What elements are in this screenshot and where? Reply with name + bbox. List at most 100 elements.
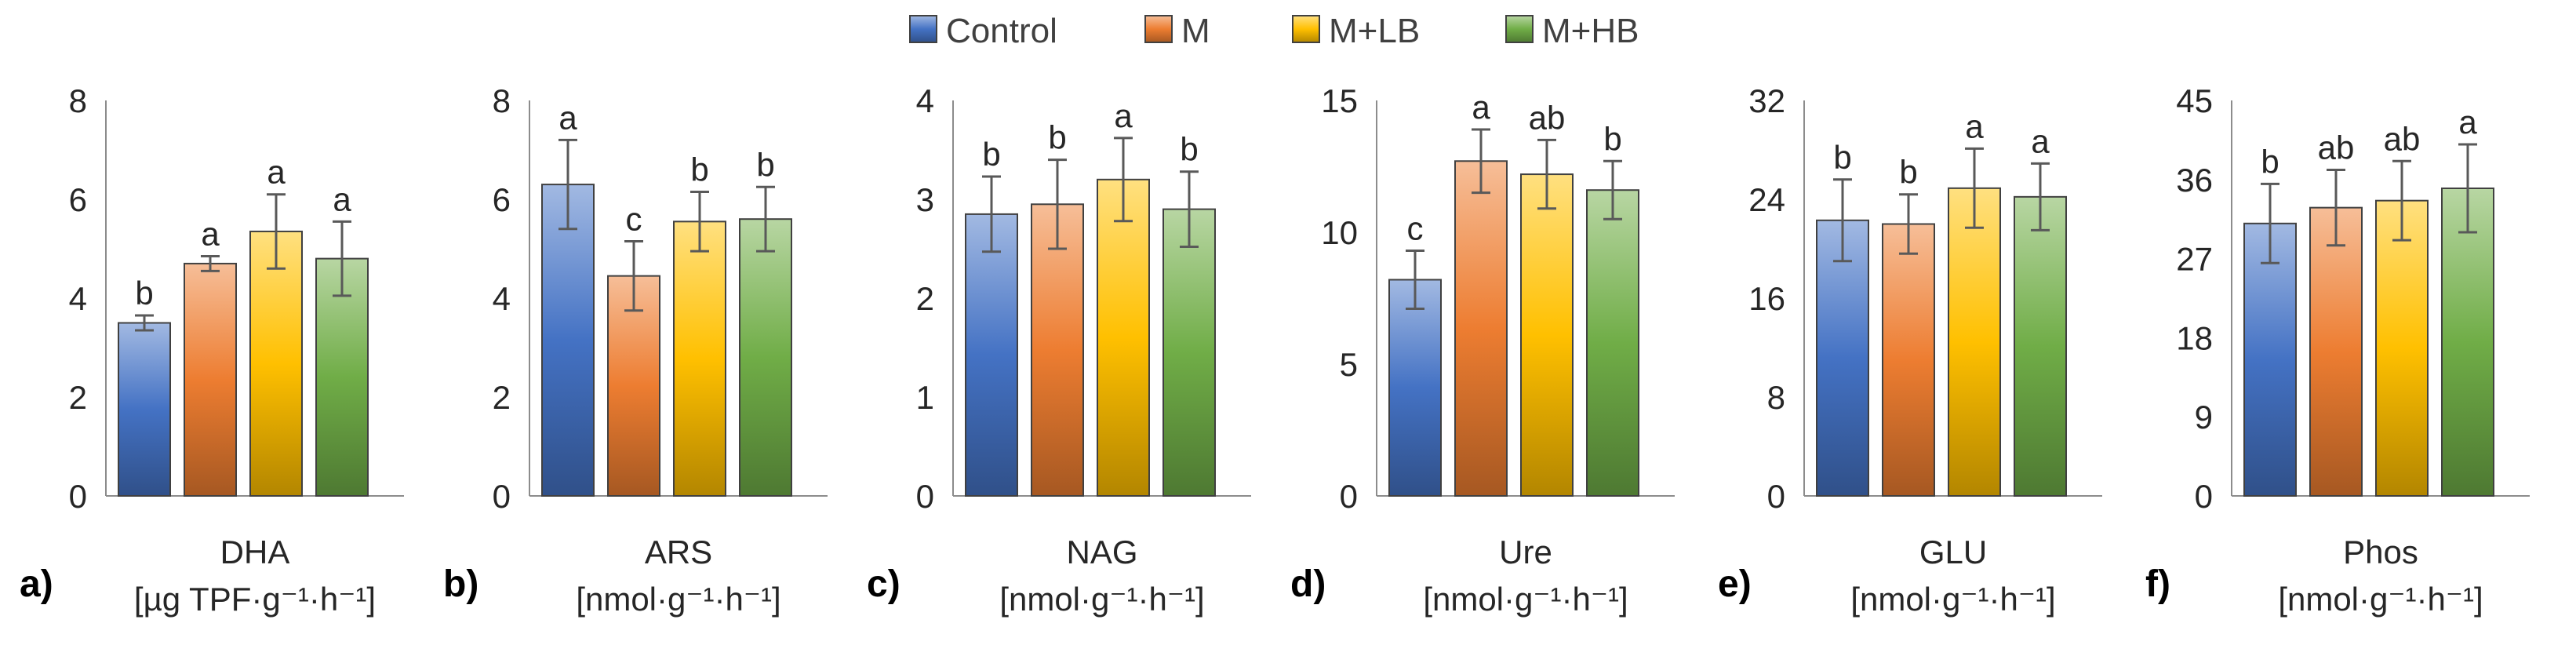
legend-label: Control [946,12,1057,50]
legend-swatch [1505,15,1534,43]
error-bar [1899,193,1918,255]
legend-swatch [1144,15,1173,43]
bar-m-plus-hb [2014,195,2067,497]
bar-control [965,213,1018,497]
x-axis-label: Ure [1499,534,1552,570]
chart-panel-phos: 0 9 18 27 36 45 b ab ab a Phos [nmol·g⁻¹·h⁻¹] f) [2145,82,2530,618]
significance-letter: a [201,215,220,252]
unit-label: [nmol·g⁻¹·h⁻¹] [1850,581,2055,618]
bar-m [607,275,660,497]
error-bar [2261,182,2279,264]
y-tick-label: 8 [1767,379,1785,416]
error-bar [1048,159,1067,250]
bar-m-plus-hb [739,218,792,497]
significance-letter: b [1833,139,1851,176]
x-axis-label: ARS [645,534,712,570]
bar-m [2309,206,2363,497]
y-tick-label: 6 [493,181,511,218]
panel-letter: d) [1290,563,1326,605]
unit-label: [nmol·g⁻¹·h⁻¹] [999,581,1204,618]
panel-letter: e) [1718,563,1752,605]
y-tick-label: 0 [69,478,87,515]
significance-letter: b [756,146,774,183]
bar-m [1454,160,1508,497]
y-tick-label: 0 [916,478,934,515]
bar-m [1882,223,1935,497]
significance-letter: c [626,201,642,238]
y-tick-label: 2 [69,379,87,416]
y-tick-label: 4 [69,280,87,317]
significance-letter: a [1472,89,1490,126]
bar-control [541,184,595,497]
y-tick-label: 0 [1340,478,1358,515]
y-tick-label: 36 [2176,162,2213,199]
y-tick-label: 4 [493,280,511,317]
y-tick-label: 32 [1748,82,1785,119]
bar-m-plus-lb [673,220,726,497]
bar-m-plus-hb [2441,188,2494,497]
significance-letter: a [1965,108,1984,144]
legend: Control M M+LB M+HB [909,12,1639,50]
significance-letter: a [558,99,577,136]
panel-letter: c) [867,563,901,605]
error-bar [135,314,154,332]
bar-control [1388,279,1442,497]
significance-letter: b [982,136,1000,173]
error-bar [267,193,286,270]
bar-m [1031,203,1084,497]
significance-letter: b [2261,143,2279,180]
unit-label: [nmol·g⁻¹·h⁻¹] [2278,581,2483,618]
significance-letter: b [1603,120,1621,157]
error-bar [1603,159,1622,220]
chart-panel-ure: 0 5 10 15 c a abb Ure [nmol·g⁻¹·h⁻¹] d) [1290,82,1675,618]
legend-label: M [1181,12,1210,50]
y-tick-label: 8 [493,82,511,119]
legend-entry-m-plus-lb: M+LB [1292,12,1420,50]
error-bar [1472,128,1490,195]
y-tick-label: 24 [1748,181,1785,218]
significance-letter: c [1407,210,1424,247]
error-bar [1114,137,1133,223]
chart-panel-glu: 0 8 16 24 32 b b a a GLU [nmol·g⁻¹·h⁻¹] e) [1718,82,2102,618]
bar-control [2243,222,2297,497]
significance-letter: ab [2318,129,2355,166]
significance-letter: a [333,180,351,217]
significance-letter: a [2458,104,2477,140]
chart-panel-ars: 0 2 4 6 8 a c b b ARS [nmol·g⁻¹·h⁻¹] b) [443,82,828,618]
x-axis-label: Phos [2343,534,2418,570]
error-bar [982,175,1001,253]
x-axis-label: GLU [1919,534,1987,570]
panel-letter: a) [20,563,53,605]
unit-label: [nmol·g⁻¹·h⁻¹] [576,581,780,618]
error-bar [1833,178,1852,263]
legend-entry-m: M [1144,12,1210,50]
error-bar [2458,143,2477,234]
error-bar [1406,250,1424,310]
y-tick-label: 18 [2176,319,2213,356]
error-bar [333,220,351,297]
error-bar [2327,168,2345,247]
bar-m-plus-lb [2375,199,2429,497]
significance-letter: a [2031,122,2050,159]
y-tick-label: 6 [69,181,87,218]
bar-control [118,322,171,497]
y-tick-label: 0 [2195,478,2213,515]
y-tick-label: 2 [916,280,934,317]
legend-swatch [1292,15,1320,43]
chart-panel-dha: 0 2 4 6 8 b a a a DHA [µg TPF·g⁻¹·h⁻¹] a) [20,82,404,618]
bar-m-plus-lb [1520,173,1574,497]
bar-m [184,262,237,497]
bar-m-plus-lb [249,230,303,497]
y-tick-label: 0 [493,478,511,515]
significance-letter: b [1048,119,1066,156]
error-bar [1965,147,1984,229]
panel-letter: b) [443,563,478,605]
significance-letter: ab [1529,99,1566,136]
bar-m-plus-lb [1948,187,2001,497]
bar-m-plus-lb [1097,178,1150,497]
error-bar [624,240,643,312]
error-bar [2031,162,2050,231]
error-bar [690,191,709,253]
